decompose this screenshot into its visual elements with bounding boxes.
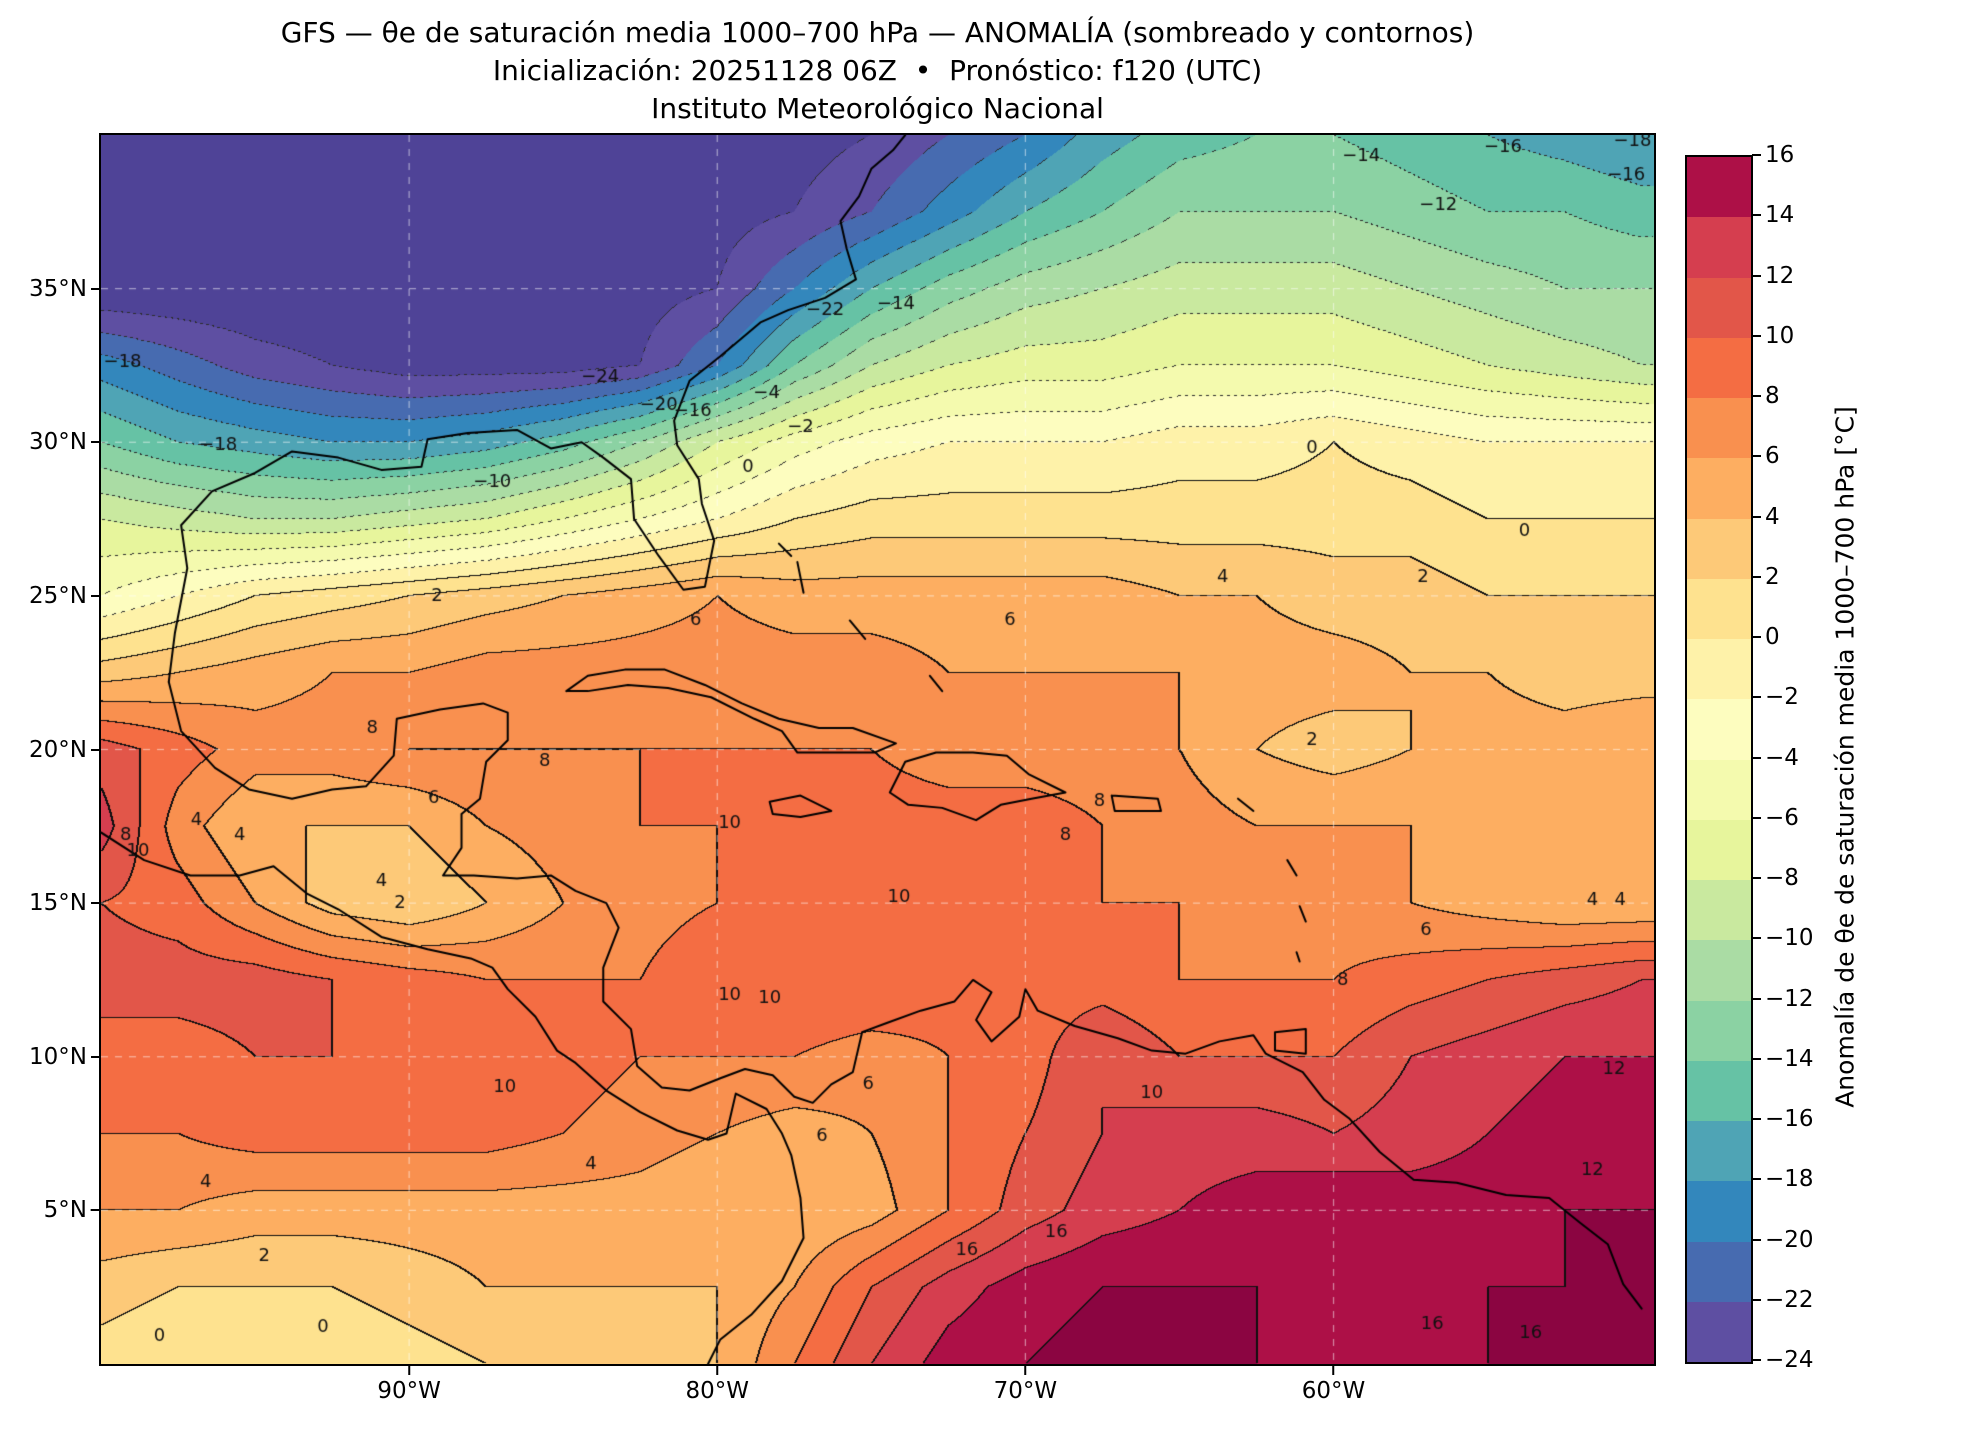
colorbar-tick-label: −2 <box>1765 684 1799 711</box>
chart-title: GFS — θe de saturación media 1000–700 hP… <box>280 16 1475 49</box>
colorbar-segment <box>1687 880 1751 941</box>
colorbar-segment <box>1687 277 1751 338</box>
colorbar-tick-label: 10 <box>1765 322 1795 349</box>
colorbar-segment <box>1687 157 1751 218</box>
colorbar-tick-label: −12 <box>1765 985 1814 1012</box>
colorbar-tick-label: −18 <box>1765 1166 1814 1193</box>
colorbar-tick-label: −6 <box>1765 804 1799 831</box>
colorbar-tick-label: 8 <box>1765 383 1780 409</box>
colorbar-tick-label: 6 <box>1765 443 1780 470</box>
y-tick-label: 15°N <box>29 890 87 917</box>
colorbar-tick-label: 12 <box>1765 262 1795 289</box>
colorbar-segment <box>1687 699 1751 760</box>
colorbar-segment <box>1687 1301 1751 1362</box>
colorbar-tick-label: −14 <box>1765 1045 1814 1072</box>
colorbar <box>1685 155 1753 1364</box>
colorbar-segment <box>1687 1241 1751 1302</box>
colorbar-tick-label: 2 <box>1765 563 1780 590</box>
chart-titles: GFS — θe de saturación media 1000–700 hP… <box>101 14 1654 128</box>
colorbar-tick-label: 14 <box>1765 202 1795 229</box>
x-tick-label: 90°W <box>377 1378 441 1404</box>
colorbar-tick-label: −16 <box>1765 1106 1814 1132</box>
colorbar-tick-label: −8 <box>1765 865 1799 891</box>
x-tick-label: 80°W <box>685 1378 750 1404</box>
chart-subtitle: Inicialización: 20251128 06Z • Pronóstic… <box>492 54 1263 87</box>
colorbar-tick-label: −10 <box>1765 925 1814 952</box>
colorbar-segment <box>1687 217 1751 278</box>
colorbar-tick-label: 4 <box>1765 503 1780 530</box>
colorbar-segment <box>1687 1000 1751 1061</box>
colorbar-segment <box>1687 1121 1751 1182</box>
chart-institution: Instituto Meteorológico Nacional <box>651 92 1104 125</box>
x-tick-label: 70°W <box>993 1378 1058 1404</box>
y-tick-label: 35°N <box>29 275 87 302</box>
colorbar-tick-label: 0 <box>1765 624 1780 650</box>
colorbar-segment <box>1687 759 1751 820</box>
colorbar-tick-label: 16 <box>1765 142 1795 168</box>
colorbar-segment <box>1687 398 1751 459</box>
y-tick-label: 20°N <box>29 736 87 763</box>
colorbar-segment <box>1687 578 1751 639</box>
colorbar-segment <box>1687 1181 1751 1242</box>
colorbar-tick-label: −4 <box>1765 744 1799 771</box>
colorbar-tick-label: −20 <box>1765 1226 1814 1253</box>
colorbar-segment <box>1687 819 1751 880</box>
colorbar-segment <box>1687 940 1751 1001</box>
colorbar-segment <box>1687 458 1751 519</box>
y-tick-label: 30°N <box>29 429 87 456</box>
y-tick-label: 25°N <box>29 582 87 609</box>
y-tick-label: 10°N <box>29 1043 87 1070</box>
y-tick-label: 5°N <box>43 1197 87 1224</box>
anomaly-map-canvas <box>101 135 1654 1364</box>
colorbar-segment <box>1687 1060 1751 1121</box>
colorbar-segment <box>1687 337 1751 398</box>
colorbar-label: Anomalía de θe de saturación media 1000–… <box>1830 406 1860 1108</box>
colorbar-segment <box>1687 518 1751 579</box>
colorbar-segment <box>1687 639 1751 700</box>
colorbar-tick-label: −22 <box>1765 1286 1814 1313</box>
x-tick-label: 60°W <box>1301 1378 1366 1404</box>
colorbar-tick-label: −24 <box>1765 1347 1814 1373</box>
map-plot-area <box>99 133 1656 1366</box>
